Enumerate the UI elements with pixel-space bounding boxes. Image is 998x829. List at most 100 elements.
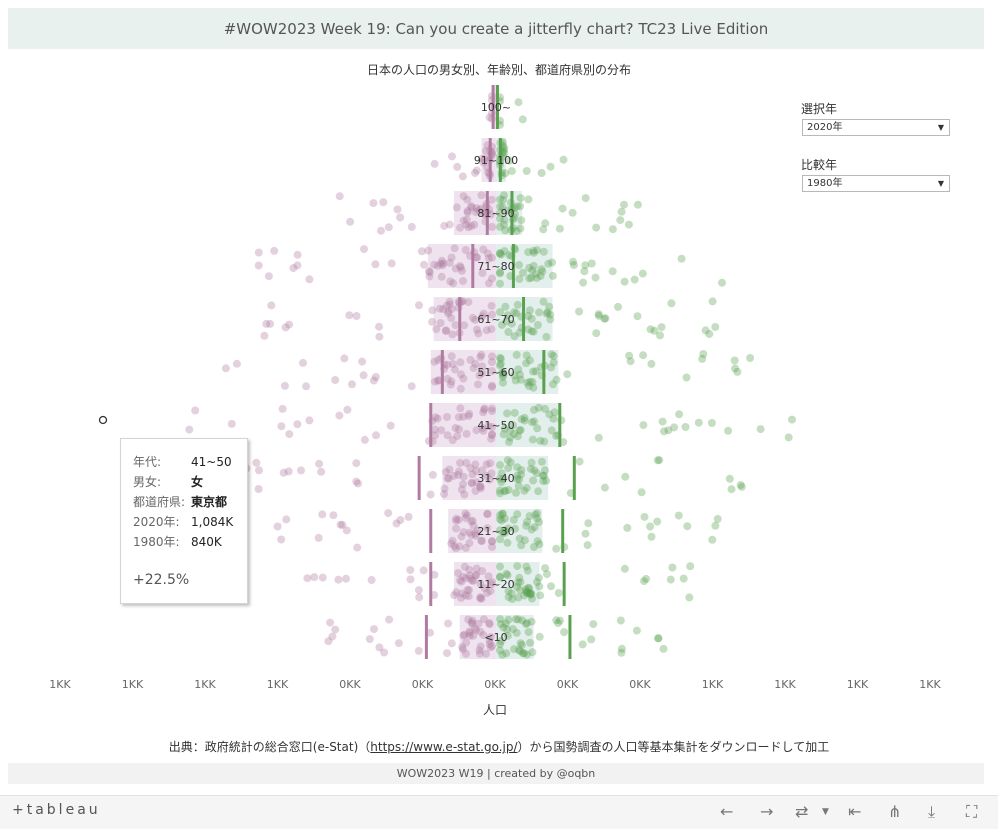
female-dot — [360, 245, 368, 254]
reset-icon[interactable]: ⇤ — [848, 802, 862, 821]
female-dot — [428, 317, 437, 326]
female-dot — [458, 643, 467, 652]
male-dot — [592, 223, 601, 232]
female-dot — [445, 297, 454, 306]
male-dot — [530, 543, 538, 551]
female-dot — [465, 586, 473, 595]
download-icon[interactable]: ⤓ — [928, 802, 936, 821]
male-dot — [555, 224, 564, 233]
female-dot — [454, 569, 463, 578]
revert-dropdown-icon[interactable]: ▼ — [822, 807, 829, 817]
male-dot — [746, 354, 755, 362]
male-dot — [496, 354, 505, 363]
male-dot — [504, 486, 513, 494]
male-dot — [520, 486, 529, 495]
female-dot — [441, 327, 450, 335]
female-dot — [482, 649, 490, 658]
male-dot — [539, 247, 548, 256]
male-dot — [674, 511, 683, 520]
male-dot — [500, 514, 509, 523]
female-dot — [445, 300, 454, 309]
female-dot — [437, 272, 446, 281]
female-dot — [375, 643, 384, 652]
male-dot — [558, 204, 567, 213]
undo-icon[interactable]: ← — [720, 802, 734, 821]
female-dot — [454, 515, 463, 524]
compare-year-dropdown[interactable]: 1980年 ▼ — [802, 175, 950, 192]
source-link[interactable]: https://www.e-stat.go.jp/ — [370, 740, 518, 754]
fullscreen-icon[interactable]: ⛶ — [966, 802, 978, 821]
jitterfly-chart[interactable]: 100~ 91~100 81~90 71~80 61~70 51~60 41~50 31~40… — [0, 0, 998, 795]
female-dot — [486, 643, 495, 652]
female-dot — [448, 330, 457, 339]
male-dot — [522, 587, 531, 596]
female-dot — [488, 310, 496, 319]
female-dot — [478, 362, 487, 371]
female-dot — [482, 460, 491, 469]
female-dot — [477, 350, 486, 359]
female-dot — [227, 419, 236, 428]
female-dot — [438, 261, 447, 270]
female-dot — [488, 578, 496, 586]
male-dot — [503, 625, 511, 634]
male-dot — [737, 482, 746, 491]
male-dot — [537, 169, 546, 177]
female-dot — [467, 517, 476, 526]
male-dot — [504, 615, 513, 624]
male-dot — [498, 510, 507, 519]
female-dot — [456, 404, 465, 413]
male-dot — [517, 466, 526, 474]
female-dot — [369, 376, 378, 385]
female-dot — [444, 619, 453, 628]
scatter-dots[interactable] — [185, 91, 796, 659]
revert-icon[interactable]: ⇄ — [795, 802, 809, 821]
female-dot — [477, 204, 485, 213]
female-dot — [478, 424, 487, 433]
female-dot — [477, 594, 486, 603]
male-dot — [521, 620, 530, 628]
female-dot — [471, 208, 480, 217]
male-dot — [535, 308, 544, 317]
male-dot — [525, 274, 534, 283]
female-dot — [475, 371, 484, 380]
female-dot — [459, 374, 468, 383]
male-dot — [503, 571, 512, 580]
male-dot — [528, 435, 537, 444]
female-dot — [448, 360, 457, 368]
female-dot — [442, 301, 451, 310]
female-dot — [471, 529, 480, 538]
male-dot — [736, 481, 745, 489]
redo-icon[interactable]: → — [760, 802, 774, 821]
male-dot — [496, 208, 504, 217]
selected-year-dropdown[interactable]: 2020年 ▼ — [802, 119, 950, 136]
male-dot — [538, 471, 547, 480]
male-dot — [496, 572, 504, 581]
male-dot — [530, 523, 539, 532]
female-dot — [476, 482, 485, 490]
female-dot — [455, 542, 464, 551]
male-dot — [496, 562, 504, 571]
female-dot — [440, 221, 449, 230]
female-dot — [475, 646, 484, 655]
male-dot — [512, 309, 521, 318]
female-dot — [299, 358, 307, 367]
female-dot — [473, 526, 482, 535]
highlighted-dot[interactable] — [98, 415, 108, 425]
male-dot — [608, 267, 617, 276]
male-dot — [633, 200, 642, 209]
male-dot — [498, 509, 507, 518]
male-dot — [523, 378, 532, 387]
male-dot — [544, 259, 553, 268]
male-dot — [556, 616, 564, 625]
male-dot — [522, 521, 531, 530]
male-dot — [505, 437, 513, 446]
male-dot — [500, 191, 508, 200]
male-dot — [534, 403, 543, 412]
female-dot — [424, 246, 433, 255]
male-dot — [529, 261, 538, 270]
share-icon[interactable]: ⋔ — [888, 802, 902, 821]
female-dot — [485, 640, 494, 648]
female-dot — [419, 566, 428, 575]
female-dot — [434, 356, 443, 364]
female-dot — [446, 277, 455, 286]
